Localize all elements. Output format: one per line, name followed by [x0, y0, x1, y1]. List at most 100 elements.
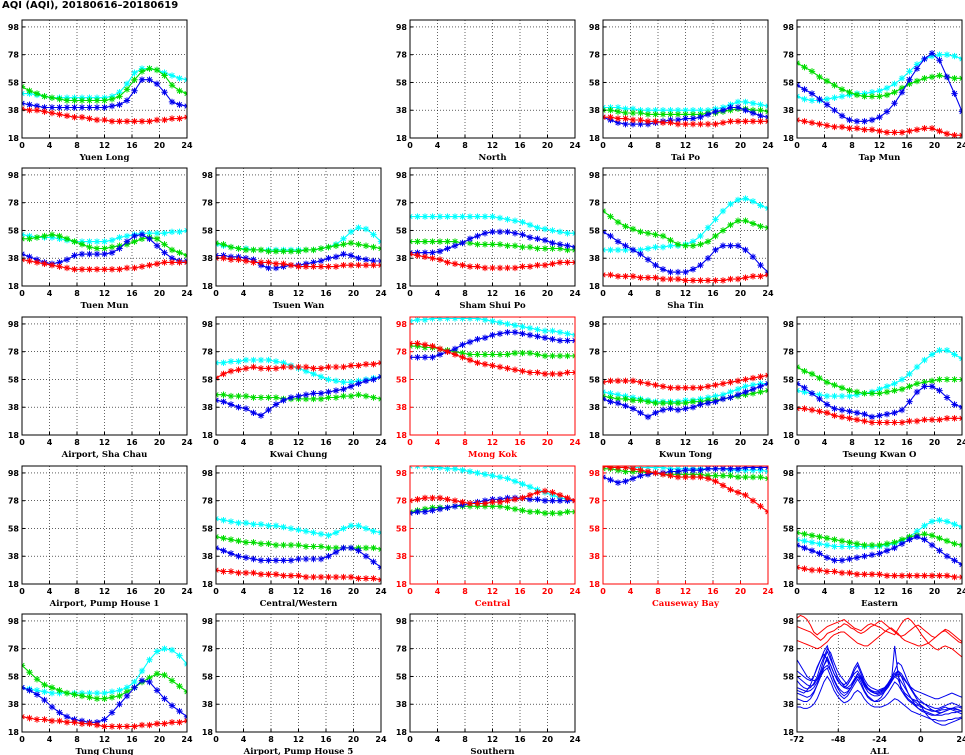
x-tick-label: 16 [126, 587, 138, 596]
data-point-red [652, 274, 659, 281]
data-point-red [891, 129, 898, 136]
data-point-red [674, 120, 682, 128]
data-point-blue [891, 409, 898, 416]
data-point-green [534, 351, 541, 358]
data-point-green [370, 544, 377, 552]
data-point-red [496, 363, 504, 371]
data-point-green [853, 91, 861, 99]
data-point-red [257, 571, 265, 578]
data-point-cyan [519, 480, 526, 488]
y-tick-label: 98 [202, 171, 214, 180]
data-point-cyan [644, 245, 652, 252]
data-point-green [242, 392, 250, 400]
data-point-green [742, 217, 749, 224]
data-point-cyan [220, 516, 227, 524]
data-point-red [667, 119, 674, 126]
data-point-blue [622, 242, 629, 249]
x-tick-label: 24 [762, 587, 774, 596]
data-point-green [310, 246, 317, 254]
y-tick-label: 98 [8, 320, 20, 329]
panel-sha-tin: 0 4 8 12 16 20 24 18 38 58 78 98 Sha Tin [589, 167, 774, 311]
data-point-blue [734, 242, 742, 249]
data-point-red [146, 118, 153, 125]
data-point-blue [556, 497, 564, 504]
x-tick-label: 12 [874, 587, 885, 596]
data-point-green [622, 109, 629, 117]
panel-title: Causeway Bay [652, 599, 720, 609]
data-point-blue [444, 504, 451, 511]
y-tick-label: 58 [589, 375, 601, 384]
data-point-blue [429, 249, 436, 256]
data-point-green [504, 242, 511, 249]
panel-all: -72 -48 -24 0 24 18 38 58 78 98 ALL [783, 613, 965, 755]
data-point-green [541, 510, 549, 517]
data-point-cyan [48, 689, 56, 697]
x-tick-label: 20 [542, 438, 554, 447]
data-point-red [674, 473, 682, 481]
data-point-blue [317, 555, 325, 563]
x-tick-label: -48 [831, 735, 846, 744]
data-point-cyan [340, 525, 347, 532]
y-tick-label: 78 [396, 497, 408, 506]
data-point-blue [302, 391, 310, 398]
data-point-cyan [444, 213, 451, 220]
data-point-cyan [519, 323, 526, 330]
data-point-blue [614, 238, 622, 245]
data-point-blue [629, 405, 637, 412]
data-point-cyan [697, 107, 704, 114]
data-point-green [757, 388, 764, 396]
data-point-cyan [146, 656, 153, 664]
data-point-red [674, 384, 682, 391]
data-point-blue [86, 104, 93, 111]
data-point-red [816, 566, 823, 574]
data-point-green [242, 246, 250, 254]
data-point-red [629, 466, 637, 472]
data-point-green [168, 82, 176, 89]
x-tick-label: 12 [680, 587, 691, 596]
data-point-blue [913, 388, 921, 396]
x-tick-label: 0 [19, 289, 25, 298]
data-point-blue [682, 268, 689, 276]
y-tick-label: 38 [783, 106, 795, 115]
data-point-cyan [898, 75, 906, 82]
data-point-blue [280, 557, 287, 564]
data-point-blue [370, 376, 377, 383]
y-tick-label: 98 [589, 171, 601, 180]
data-point-green [549, 245, 556, 252]
y-tick-label: 18 [589, 580, 601, 589]
data-point-blue [719, 395, 727, 403]
data-point-cyan [637, 246, 644, 254]
data-point-cyan [474, 317, 481, 322]
data-point-red [943, 130, 951, 138]
data-point-cyan [727, 388, 734, 396]
data-point-cyan [436, 317, 444, 322]
data-point-blue [689, 404, 697, 411]
data-point-green [943, 376, 951, 383]
data-point-green [78, 241, 86, 248]
y-tick-label: 18 [202, 431, 214, 440]
data-point-cyan [414, 213, 421, 220]
y-tick-label: 18 [589, 282, 601, 291]
data-point-red [48, 261, 56, 269]
y-tick-label: 58 [783, 672, 795, 681]
y-tick-label: 78 [783, 348, 795, 357]
panel-title: North [478, 153, 506, 163]
data-point-red [757, 373, 764, 380]
data-point-blue [689, 466, 697, 474]
data-point-green [108, 95, 116, 103]
y-tick-label: 18 [589, 134, 601, 143]
data-point-cyan [564, 230, 571, 237]
data-point-green [906, 80, 913, 88]
x-tick-label: 20 [735, 438, 747, 447]
y-tick-label: 18 [202, 282, 214, 291]
data-point-green [146, 674, 153, 682]
data-point-red [928, 416, 936, 423]
data-point-red [444, 496, 451, 503]
data-point-red [325, 573, 332, 581]
data-point-blue [310, 555, 317, 563]
data-point-green [519, 349, 526, 357]
data-point-red [659, 275, 667, 283]
data-point-blue [220, 398, 227, 405]
data-point-red [63, 112, 71, 119]
data-point-red [749, 273, 757, 280]
